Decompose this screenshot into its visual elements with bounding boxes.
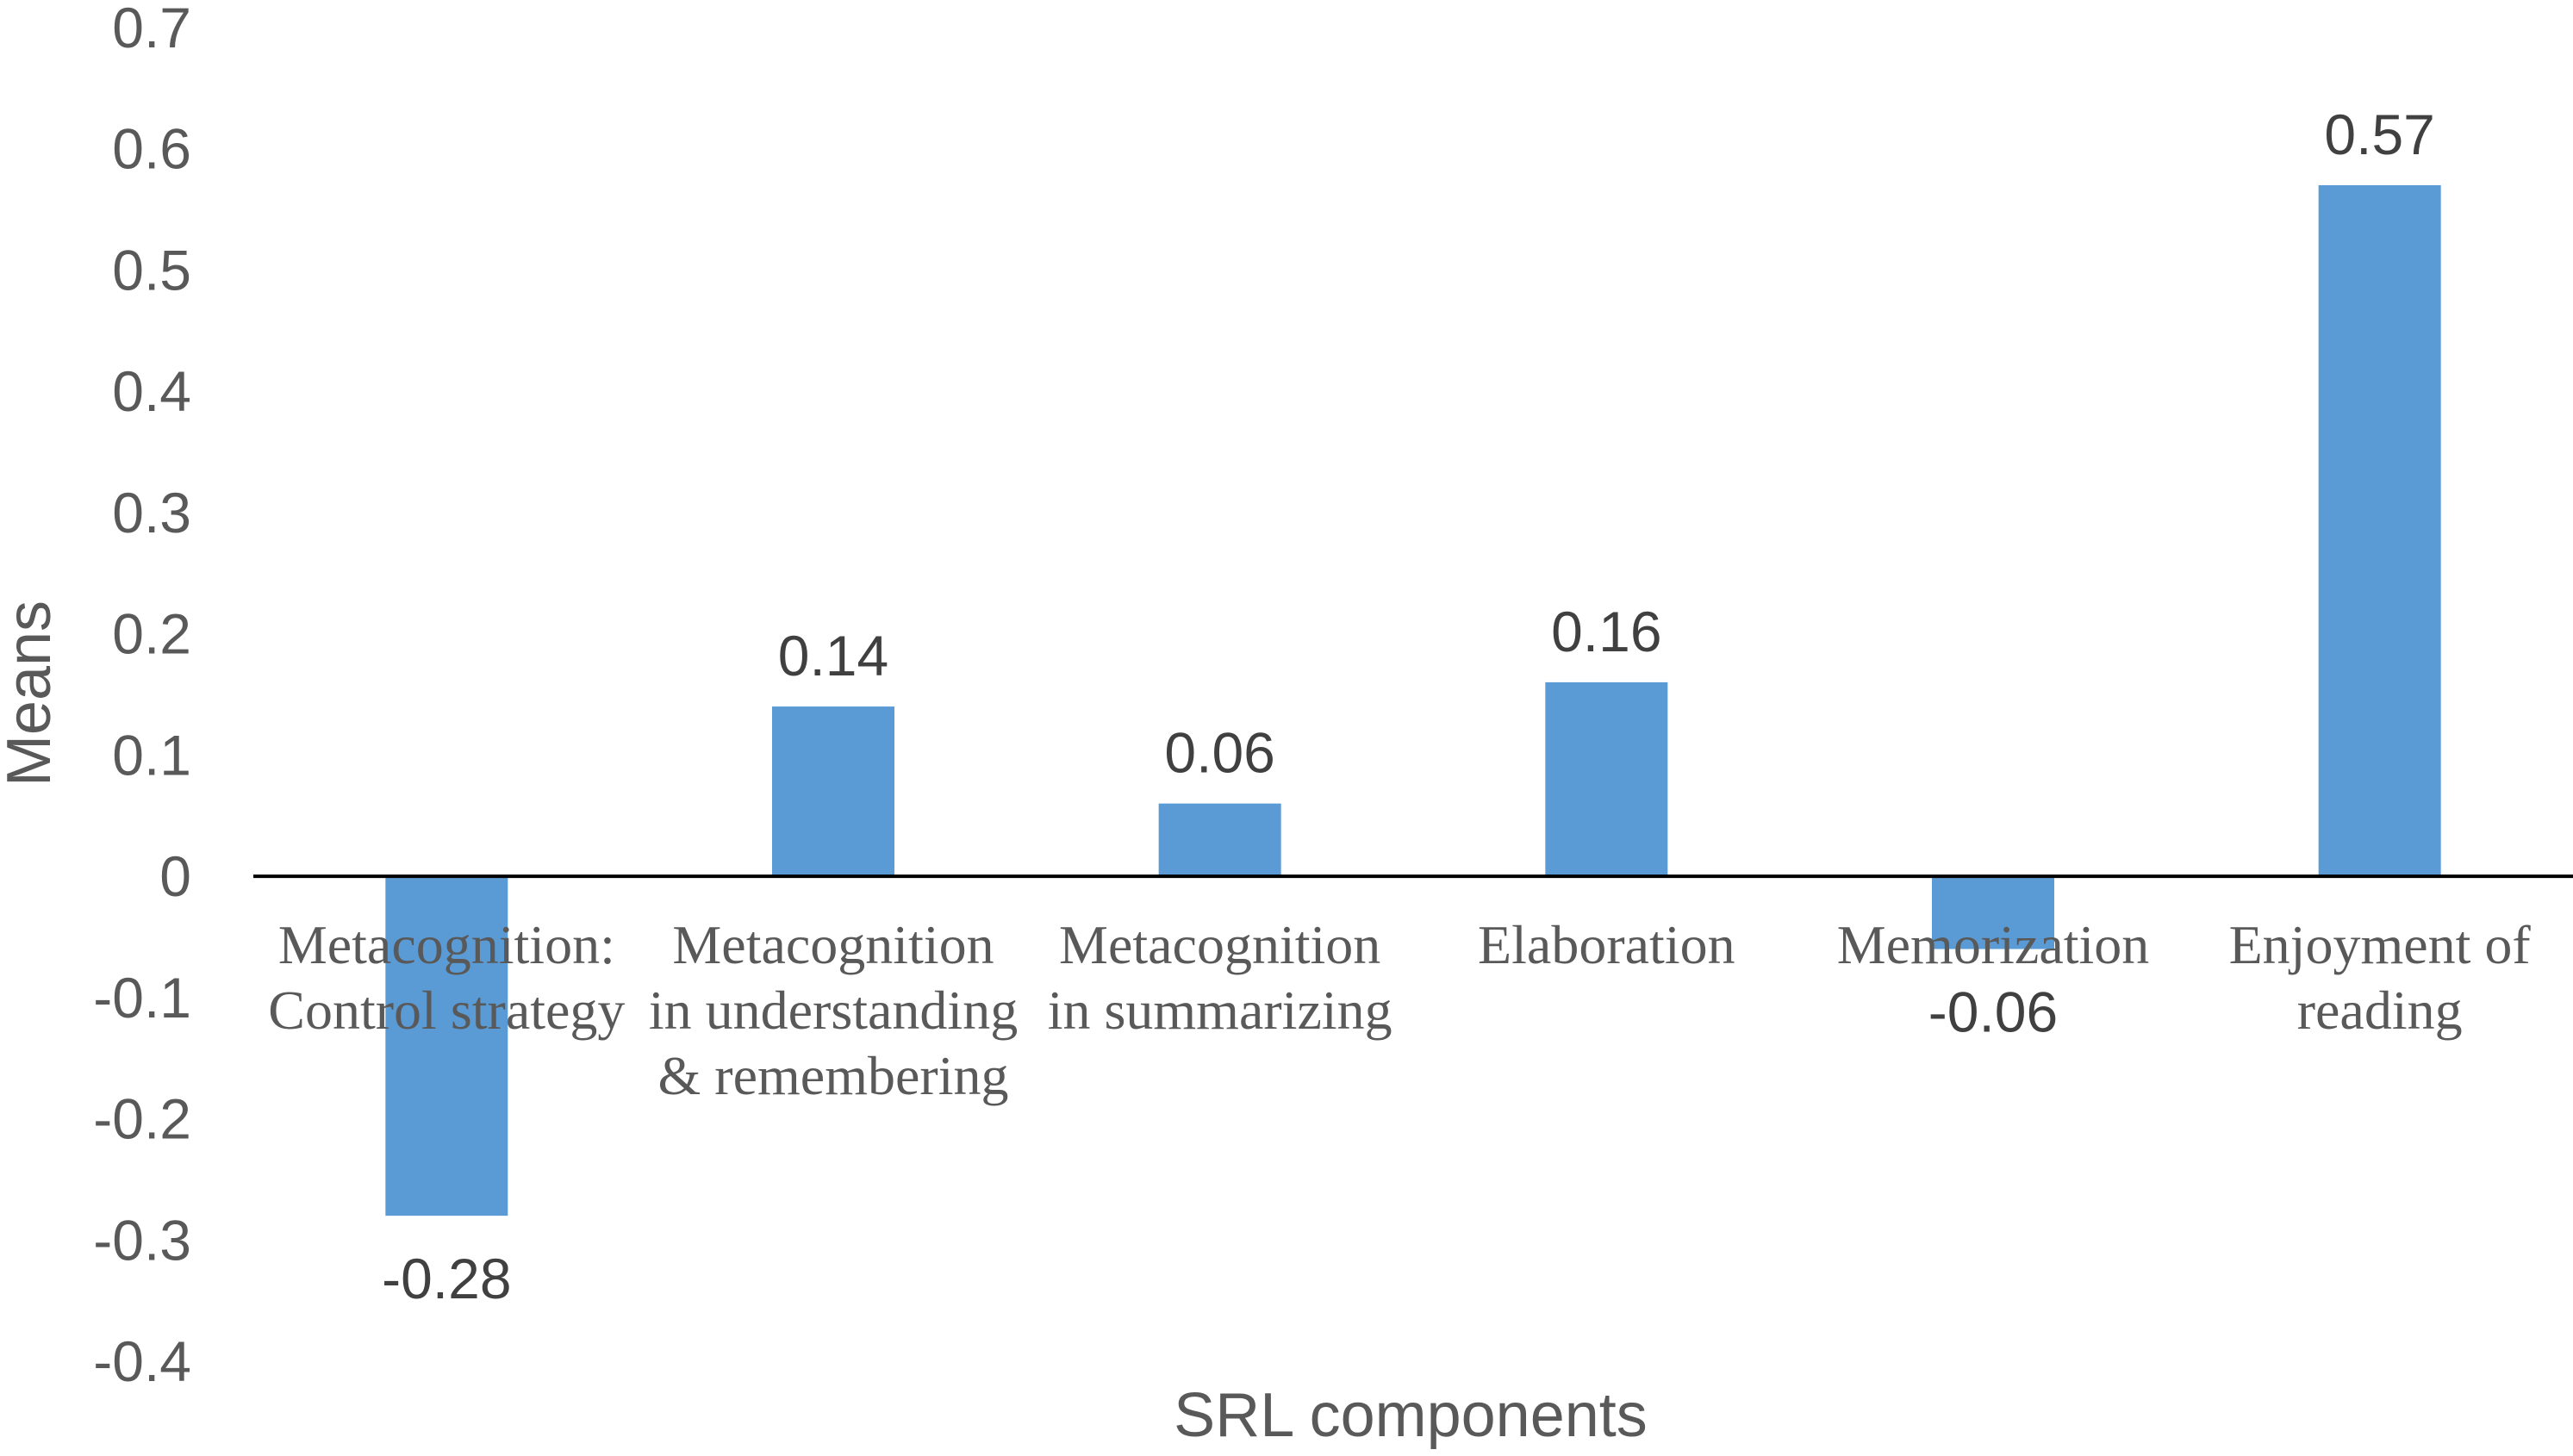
y-tick-label: -0.3 [93, 1208, 191, 1272]
category-label-line: & remembering [658, 1045, 1009, 1106]
y-tick-label: -0.4 [93, 1329, 191, 1393]
bar [1545, 681, 1668, 877]
category-label-line: Metacognition [1059, 914, 1380, 975]
bar [1158, 803, 1281, 877]
category-label-line: Metacognition [672, 914, 994, 975]
y-tick-label: 0.6 [112, 117, 191, 181]
category-label: Metacognition in summarizing [1048, 914, 1392, 1041]
y-tick-label: -0.1 [93, 966, 191, 1030]
data-label: 0.57 [2324, 103, 2434, 166]
category-label-line: Control strategy [268, 980, 625, 1041]
y-tick-label: 0.5 [112, 238, 191, 302]
category-label: Metacognition: Control strategy [268, 914, 625, 1041]
y-tick-label: 0.2 [112, 602, 191, 666]
category-label-line: Elaboration [1478, 914, 1735, 975]
category-labels: Metacognition: Control strategyMetacognit… [268, 914, 2531, 1106]
y-tick-label: 0.7 [112, 0, 191, 59]
category-label-line: Metacognition: [278, 914, 615, 975]
category-label-line: Memorization [1837, 914, 2150, 975]
bar [2318, 184, 2441, 877]
bar [1932, 876, 2054, 949]
category-label-line: in summarizing [1048, 980, 1392, 1041]
y-tick-label: -0.2 [93, 1087, 191, 1151]
data-label: -0.28 [382, 1247, 511, 1310]
category-label: Memorization [1837, 914, 2150, 975]
data-label: 0.06 [1164, 721, 1274, 785]
data-label: -0.06 [1928, 980, 2058, 1044]
category-label-line: reading [2297, 980, 2463, 1041]
y-tick-label: 0 [159, 844, 191, 908]
bar [385, 876, 508, 1216]
category-label: Enjoyment of reading [2229, 914, 2532, 1041]
x-axis-title: SRL components [1174, 1381, 1648, 1450]
category-label-line: Enjoyment of [2229, 914, 2532, 975]
category-label: Metacognition in understanding & rememberi… [649, 914, 1018, 1106]
bar [772, 706, 894, 877]
data-label: 0.14 [778, 624, 888, 688]
bars [385, 184, 2441, 1216]
data-label: 0.16 [1551, 600, 1661, 663]
y-tick-label: 0.1 [112, 723, 191, 787]
y-axis-ticks: 0.7 0.6 0.5 0.4 0.3 0.2 0.1 0 -0.1 -0.2 -0.3 -0.4 [93, 0, 191, 1393]
y-axis-title: Means [0, 600, 64, 787]
category-label-line: in understanding [649, 980, 1018, 1041]
y-tick-label: 0.4 [112, 359, 191, 423]
y-tick-label: 0.3 [112, 481, 191, 544]
category-label: Elaboration [1478, 914, 1735, 975]
data-labels: -0.28 0.14 0.06 0.16 -0.06 0.57 [382, 103, 2435, 1310]
